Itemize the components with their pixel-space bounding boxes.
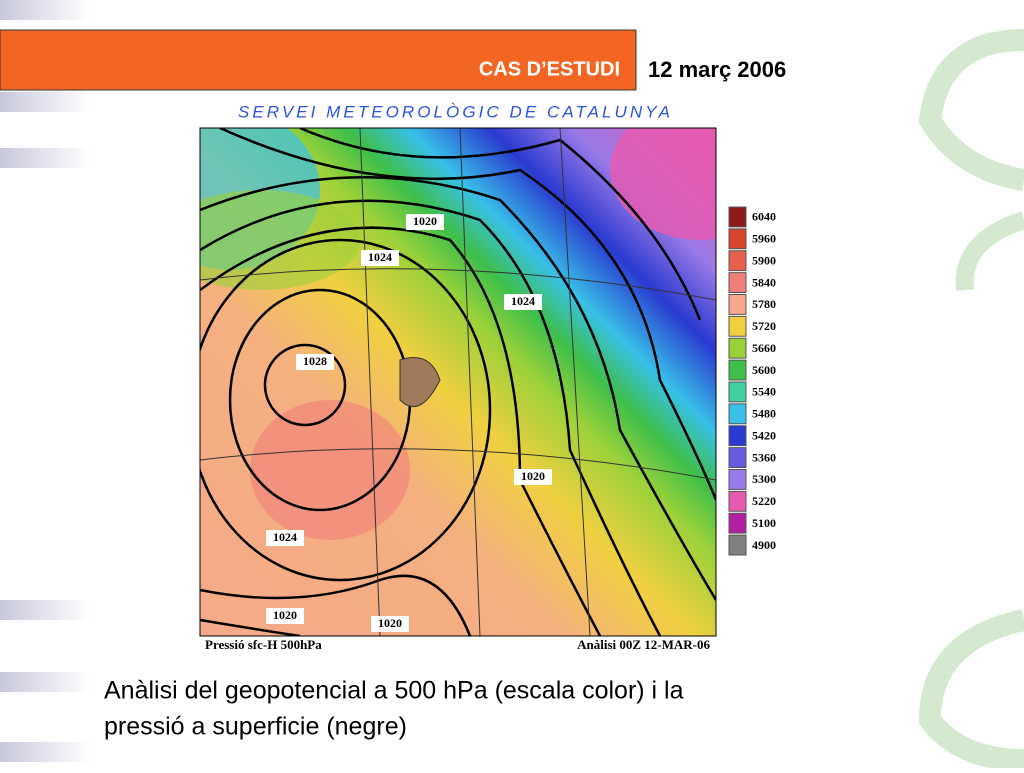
- legend-label: 5840: [752, 275, 776, 289]
- contour-label-bg: [371, 616, 409, 632]
- map-footer: Pressió sfc-H 500hPa: [205, 637, 322, 652]
- map-footer: Anàlisi 00Z 12-MAR-06: [577, 637, 710, 652]
- legend-swatch: [728, 447, 747, 468]
- legend-label: 5540: [752, 385, 776, 399]
- contour-label-bg: [361, 250, 399, 266]
- legend-swatch: [728, 512, 747, 534]
- contour-label: 1024: [273, 530, 297, 544]
- legend-label: 5300: [752, 472, 776, 486]
- contour-label-bg: [406, 214, 444, 230]
- legend-label: 5960: [752, 232, 776, 246]
- legend-label: 5100: [752, 516, 776, 530]
- legend-swatch: [728, 337, 747, 359]
- legend-label: 5600: [752, 363, 776, 377]
- legend-swatch: [728, 403, 747, 425]
- legend-label: 5720: [752, 319, 776, 333]
- legend-swatch: [728, 469, 747, 490]
- legend-label: 6040: [752, 210, 776, 224]
- contour-label: 1020: [378, 616, 402, 630]
- contour-label: 1020: [273, 608, 297, 622]
- contour-label: 1020: [521, 469, 545, 483]
- legend-swatch: [728, 294, 747, 315]
- legend-label: 5480: [752, 407, 776, 421]
- contour-label-bg: [504, 294, 542, 310]
- legend-label: 5420: [752, 428, 776, 442]
- legend-swatch: [728, 381, 747, 403]
- legend-label: 5220: [752, 494, 776, 508]
- contour-label: 1020: [413, 214, 437, 228]
- legend-swatch: [728, 425, 747, 447]
- legend-label: 4900: [752, 538, 776, 552]
- map: [200, 128, 716, 636]
- legend-label: 5780: [752, 297, 776, 311]
- legend-swatch: [728, 359, 747, 381]
- legend-label: 5900: [752, 253, 776, 267]
- contour-label: 1028: [303, 354, 327, 368]
- caption: Anàlisi del geopotencial a 500 hPa (esca…: [104, 677, 684, 705]
- contour-label-bg: [296, 354, 334, 370]
- legend-swatch: [728, 534, 747, 556]
- slide-title: CAS D’ESTUDI: [479, 58, 620, 80]
- legend-swatch: [728, 490, 747, 512]
- legend-swatch: [728, 250, 747, 272]
- date: 12 març 2006: [648, 57, 786, 82]
- caption: pressió a superficie (negre): [104, 713, 407, 741]
- contour-label: 1024: [368, 250, 392, 264]
- legend-swatch: [728, 206, 747, 228]
- legend-label: 5360: [752, 450, 776, 464]
- legend-swatch: [728, 315, 747, 337]
- contour-label-bg: [266, 608, 304, 624]
- legend-swatch: [728, 228, 747, 250]
- contour-label-bg: [266, 530, 304, 546]
- legend-swatch: [728, 272, 747, 293]
- map-frame: [199, 127, 717, 637]
- contour-label: 1024: [511, 294, 535, 308]
- legend-label: 5660: [752, 341, 776, 355]
- map-source: SERVEI METEOROLÒGIC DE CATALUNYA: [238, 102, 670, 121]
- contour-label-bg: [514, 469, 552, 485]
